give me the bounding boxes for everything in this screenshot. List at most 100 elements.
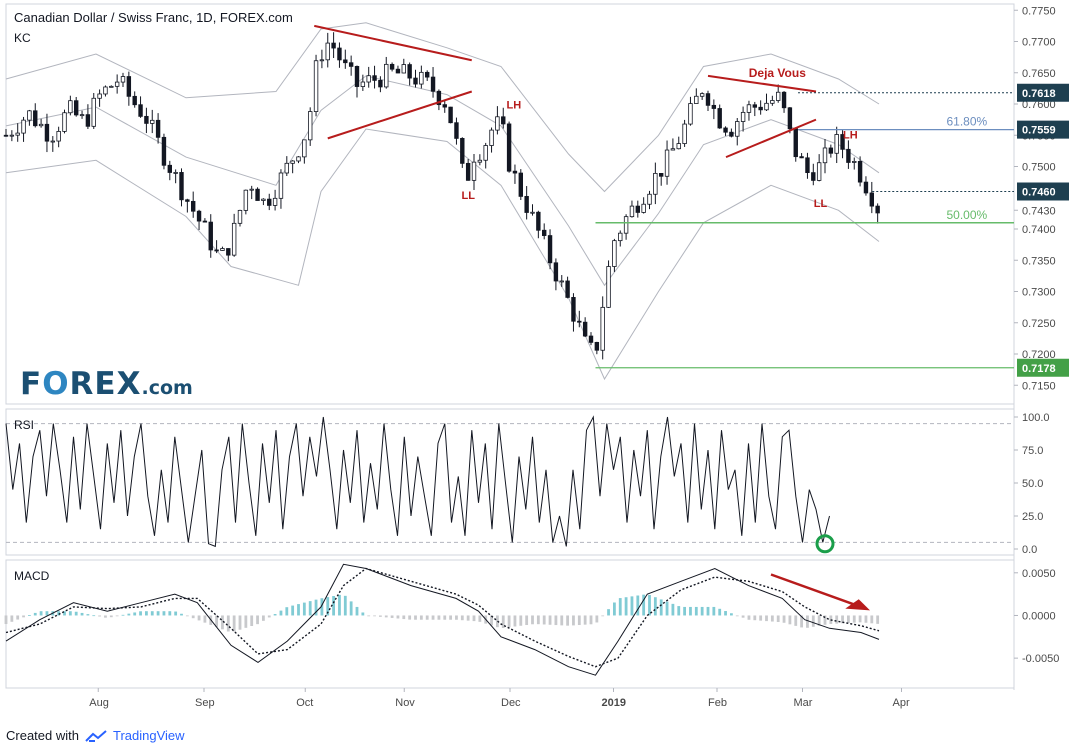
candle-body <box>278 172 284 199</box>
candle-body <box>629 205 635 218</box>
candle-body <box>793 128 798 158</box>
macd-histogram-bar <box>197 615 201 621</box>
candle-body <box>460 138 465 164</box>
macd-histogram-bar <box>735 615 739 617</box>
candle-body <box>62 112 67 132</box>
macd-histogram-bar <box>460 615 464 621</box>
macd-histogram-bar <box>490 615 493 626</box>
price-badge-label: 0.7618 <box>1022 88 1056 100</box>
macd-histogram-bar <box>279 610 283 616</box>
rsi-axis-tick-label: 50.0 <box>1022 478 1043 490</box>
candle-body <box>623 216 629 234</box>
macd-histogram-bar <box>396 615 400 619</box>
candle-body <box>307 111 313 141</box>
macd-histogram-bar <box>121 614 125 616</box>
candle-body <box>612 240 617 267</box>
macd-histogram-bar <box>297 604 300 616</box>
price-badge-label: 0.7178 <box>1022 363 1056 375</box>
macd-histogram-bar <box>788 615 792 625</box>
candle-body <box>167 164 172 173</box>
price-badge-label: 0.7460 <box>1022 187 1056 199</box>
candle-body <box>413 77 418 85</box>
macd-histogram-bar <box>449 615 452 620</box>
candle-body <box>664 149 670 177</box>
candle-body <box>606 266 611 308</box>
candle-body <box>483 145 488 161</box>
candle-body <box>536 211 541 231</box>
macd-histogram-bar <box>145 611 148 616</box>
fib-618-label: 61.80% <box>947 115 988 129</box>
rsi-axis-tick-label: 25.0 <box>1022 511 1043 523</box>
macd-histogram-bar <box>589 615 593 625</box>
candle-body <box>161 136 167 166</box>
macd-histogram-bar <box>630 596 634 616</box>
macd-histogram-bar <box>57 611 61 616</box>
annotation-deja-vous: Deja Vous <box>749 66 806 80</box>
macd-histogram-bar <box>402 615 406 620</box>
macd-histogram-bar <box>338 594 341 616</box>
candle-body <box>384 63 389 88</box>
candle-body <box>325 42 330 61</box>
candle-body <box>571 297 576 322</box>
candle-body <box>805 157 810 174</box>
candle-body <box>577 320 582 323</box>
candle-body <box>828 147 834 154</box>
footer-brand[interactable]: TradingView <box>112 728 185 743</box>
candle-body <box>231 222 237 256</box>
macd-histogram-bar <box>683 606 686 616</box>
candle-body <box>196 210 202 222</box>
candle-body <box>542 229 547 236</box>
candle-body <box>354 66 360 87</box>
candle-body <box>185 199 190 202</box>
price-axis-tick-label: 0.7600 <box>1022 99 1056 111</box>
candle-body <box>208 221 213 251</box>
macd-histogram-bar <box>466 615 470 621</box>
macd-histogram-bar <box>583 615 587 625</box>
macd-histogram-bar <box>847 615 850 623</box>
candle-body <box>144 115 149 124</box>
annotation-lh-2: LH <box>843 129 858 141</box>
candle-body <box>676 143 681 150</box>
macd-histogram-bar <box>724 611 727 616</box>
macd-histogram-bar <box>525 615 529 626</box>
macd-histogram-bar <box>16 615 20 620</box>
macd-histogram-bar <box>572 615 575 626</box>
candle-body <box>21 119 26 134</box>
candle-body <box>834 134 839 154</box>
annotation-lh-1: LH <box>507 99 522 111</box>
candle-body <box>869 192 874 207</box>
candle-body <box>372 75 377 81</box>
candle-body <box>465 162 471 181</box>
tradingview-icon <box>85 729 107 742</box>
macd-histogram-bar <box>560 615 564 626</box>
candle-body <box>635 205 640 213</box>
macd-signal-line <box>5 567 880 668</box>
candle-body <box>852 161 857 163</box>
candle-body <box>343 59 348 64</box>
candle-body <box>85 114 91 127</box>
macd-histogram-bar <box>250 615 254 626</box>
candle-body <box>214 249 219 252</box>
candle-body <box>711 104 717 109</box>
candle-body <box>705 93 711 106</box>
candle-body <box>594 341 600 351</box>
candle-body <box>471 161 477 181</box>
candle-body <box>840 134 845 150</box>
candle-body <box>3 134 9 137</box>
macd-histogram-bar <box>343 595 347 616</box>
macd-histogram-bar <box>841 615 844 624</box>
candle-body <box>109 85 114 88</box>
price-badge-bg <box>1017 358 1069 377</box>
macd-histogram-bar <box>139 611 142 616</box>
rsi-line <box>5 415 830 548</box>
price-axis-tick-label: 0.7430 <box>1022 205 1056 217</box>
macd-histogram-bar <box>127 613 131 616</box>
indicator-label: KC <box>14 31 31 45</box>
macd-histogram-bar <box>648 594 651 616</box>
macd-histogram-bar <box>794 615 798 626</box>
candle-body <box>126 76 132 97</box>
macd-histogram-bar <box>326 597 330 616</box>
candles-group <box>3 32 880 360</box>
candle-body <box>38 123 44 127</box>
candle-body <box>875 205 880 214</box>
